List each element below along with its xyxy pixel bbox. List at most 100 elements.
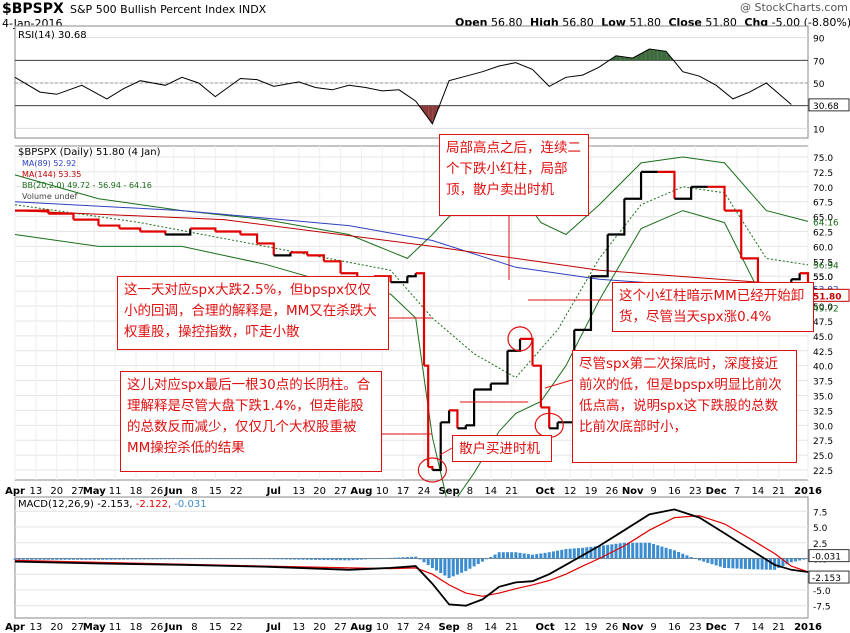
annotation-long-candle: 这儿对应spx最后一根30点的长阴柱。合理解释是尽管大盘下跌1.4%，但走能股的… — [120, 371, 382, 472]
macd-right-label-box — [808, 549, 850, 563]
macd-histogram-bar — [339, 558, 343, 561]
rsi-tick-label: 10 — [813, 125, 825, 135]
macd-x-tick-label: 22 — [230, 622, 243, 633]
macd-histogram-bar — [113, 558, 117, 560]
macd-histogram-bar — [389, 557, 393, 559]
x-tick-label: Jun — [164, 486, 183, 497]
price-right-label: 64.16 — [813, 219, 839, 229]
x-tick-label: 7 — [734, 486, 740, 497]
macd-histogram-bar — [510, 552, 514, 559]
macd-histogram-bar — [505, 552, 509, 559]
macd-histogram-bar — [451, 558, 455, 577]
macd-histogram-bar — [501, 552, 505, 559]
rsi-overbought-fill — [620, 56, 625, 61]
macd-x-tick-label: 9 — [650, 622, 656, 633]
macd-histogram-bar — [209, 558, 213, 560]
macd-histogram-bar — [122, 558, 126, 560]
rsi-oversold-fill — [424, 105, 429, 119]
macd-x-tick-label: 18 — [130, 622, 143, 633]
price-tick-label: 25.0 — [813, 452, 833, 462]
macd-histogram-bar — [213, 558, 217, 560]
macd-histogram-bar — [46, 558, 50, 560]
macd-signal-line — [14, 515, 809, 597]
price-segment — [474, 383, 492, 391]
macd-histogram-bar — [243, 558, 247, 560]
macd-histogram-bar — [593, 546, 597, 559]
macd-histogram-bar — [660, 546, 664, 559]
macd-histogram-bar — [789, 558, 793, 563]
price-tick-label: 67.5 — [813, 199, 833, 209]
macd-histogram-bar — [251, 558, 255, 560]
price-segment — [73, 218, 100, 226]
price-tick-label: 57.5 — [813, 258, 833, 268]
macd-histogram-bar — [155, 558, 159, 560]
price-tick-label: 45.0 — [813, 333, 833, 343]
macd-histogram-bar — [96, 558, 100, 560]
x-tick-label: 13 — [292, 486, 305, 497]
macd-histogram-bar — [42, 558, 46, 560]
macd-tick-label: -7.5 — [813, 603, 831, 613]
price-segment — [791, 273, 801, 281]
price-tick-label: 47.5 — [813, 318, 833, 328]
macd-histogram-bar — [80, 558, 84, 560]
price-segment — [465, 389, 476, 427]
rsi-panel — [14, 25, 809, 139]
macd-histogram-bar — [197, 558, 201, 560]
macd-histogram-bar — [547, 552, 551, 559]
price-segment — [323, 260, 342, 274]
rsi-last-value: 30.68 — [813, 102, 839, 112]
macd-histogram-bar — [710, 558, 714, 565]
macd-histogram-bar — [447, 558, 451, 579]
ma144-line — [14, 210, 809, 287]
macd-histogram-bar — [672, 550, 676, 559]
price-segment — [490, 350, 509, 385]
macd-histogram-bar — [205, 558, 209, 560]
macd-histogram-bar — [539, 553, 543, 559]
macd-histogram-bar — [322, 558, 326, 561]
macd-histogram-bar — [184, 558, 188, 560]
macd-histogram-bar — [535, 554, 539, 559]
x-tick-label: 14 — [484, 486, 497, 497]
macd-histogram-bar — [764, 558, 768, 570]
macd-histogram-bar — [234, 558, 238, 560]
macd-tick-label: 7.5 — [813, 508, 827, 518]
macd-x-tick-label: 21 — [772, 622, 785, 633]
x-tick-label: 27 — [334, 486, 347, 497]
macd-histogram-bar — [355, 558, 359, 560]
rsi-line — [14, 48, 792, 125]
macd-x-tick-label: 14 — [484, 622, 497, 633]
macd-histogram-bar — [647, 542, 651, 559]
x-tick-label: May — [83, 486, 106, 497]
macd-histogram-bar — [101, 558, 105, 560]
price-segment — [428, 465, 434, 471]
macd-histogram-bar — [560, 549, 564, 559]
macd-histogram-bar — [785, 558, 789, 565]
macd-histogram-bar — [576, 548, 580, 559]
macd-right-label: -2.153 — [812, 574, 841, 584]
rsi-overbought-fill — [666, 51, 671, 61]
macd-histogram-bar — [314, 558, 318, 560]
rsi-overbought-fill — [645, 49, 650, 61]
macd-histogram-bar — [752, 558, 756, 570]
macd-histogram-bar — [514, 552, 518, 559]
x-tick-label: 21 — [772, 486, 785, 497]
macd-x-tick-label: 19 — [585, 622, 598, 633]
macd-histogram-bar — [455, 558, 459, 575]
macd-histogram-bar — [276, 558, 280, 560]
macd-histogram-bar — [393, 557, 397, 559]
macd-histogram-bar — [88, 558, 92, 560]
macd-histogram-bar — [618, 543, 622, 559]
macd-histogram-bar — [526, 554, 530, 559]
price-segment — [741, 257, 760, 289]
x-tick-label: 8 — [467, 486, 473, 497]
x-tick-label: 2016 — [794, 486, 822, 497]
price-tick-label: 62.5 — [813, 229, 833, 239]
macd-right-label: -0.031 — [812, 553, 841, 563]
macd-x-tick-label: 16 — [668, 622, 681, 633]
symbol-title: $BPSPX — [2, 1, 64, 17]
macd-x-tick-label: Jul — [266, 622, 281, 633]
price-right-label: 56.94 — [813, 262, 839, 272]
price-tick-label: 55.0 — [813, 273, 833, 283]
macd-histogram-bar — [318, 558, 322, 560]
x-tick-label: Jul — [266, 486, 281, 497]
